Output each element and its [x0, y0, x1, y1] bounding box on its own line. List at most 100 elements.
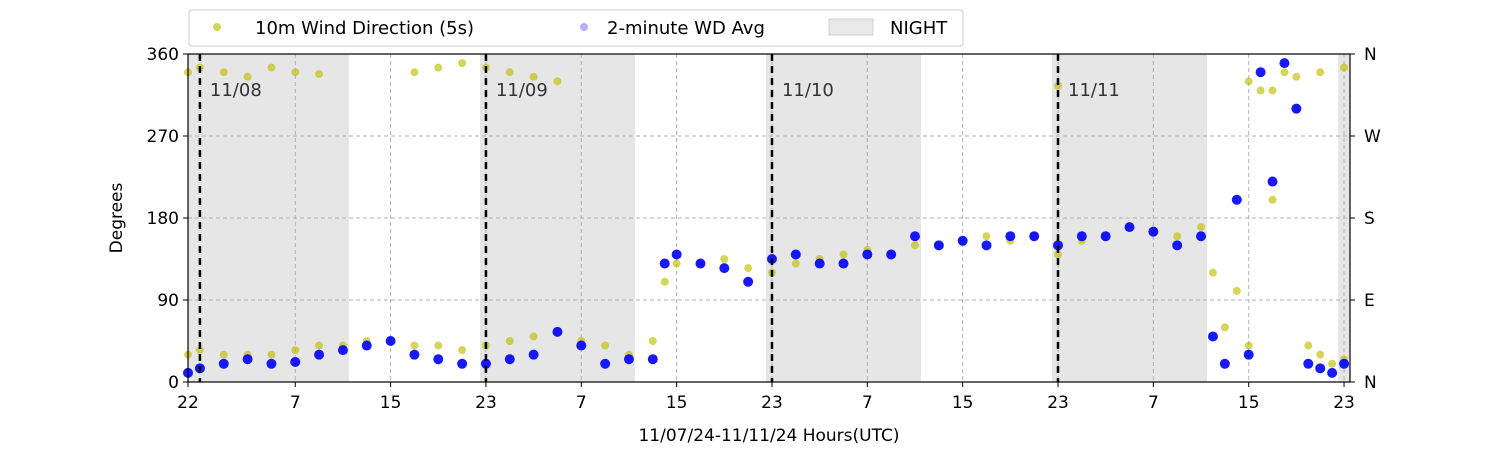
legend-label: NIGHT	[890, 18, 948, 39]
data-point	[623, 354, 634, 365]
legend-label: 2-minute WD Avg	[607, 18, 765, 39]
data-point	[337, 345, 348, 356]
data-point	[659, 258, 670, 269]
data-point	[743, 276, 754, 287]
data-point	[361, 340, 372, 351]
x-tick-label: 7	[290, 393, 301, 413]
data-point	[838, 258, 849, 269]
data-point	[1268, 195, 1277, 204]
data-point	[886, 249, 897, 260]
data-point	[1244, 341, 1253, 350]
data-point	[647, 354, 658, 365]
data-point	[434, 63, 443, 72]
data-point	[528, 349, 539, 360]
data-point	[601, 341, 610, 350]
data-point	[1279, 58, 1290, 69]
data-point	[1280, 68, 1289, 77]
data-point	[218, 358, 229, 369]
data-point	[291, 68, 300, 77]
data-point	[434, 341, 443, 350]
data-point	[1328, 359, 1337, 368]
data-point	[504, 354, 515, 365]
data-point	[1207, 331, 1218, 342]
data-point	[957, 235, 968, 246]
data-point	[1291, 103, 1302, 114]
data-point	[315, 341, 324, 350]
x-tick-label: 22	[177, 393, 199, 413]
axes-layer: 22 7 15 23 7 15 23 7 15 23 7 15 23 0 90 180 270 360 N E S W N	[147, 45, 1381, 413]
data-point	[933, 240, 944, 251]
day-marker-label: 11/10	[782, 80, 834, 101]
x-tick-label: 15	[1238, 393, 1260, 413]
data-point	[814, 258, 825, 269]
x-tick-label: 7	[1148, 393, 1159, 413]
data-point	[243, 72, 252, 81]
data-point	[267, 63, 276, 72]
data-point	[862, 249, 873, 260]
data-layer	[183, 58, 1350, 378]
day-marker-layer: 11/08 11/09 11/10 11/11	[198, 54, 1120, 382]
right-tick-label: N	[1364, 45, 1377, 65]
data-point	[1208, 268, 1217, 277]
data-point	[695, 258, 706, 269]
data-point	[1268, 86, 1277, 95]
data-point	[457, 358, 468, 369]
data-point	[458, 59, 467, 68]
data-point	[242, 354, 253, 365]
day-marker-label: 11/11	[1068, 80, 1120, 101]
data-point	[1029, 231, 1040, 242]
data-point	[981, 240, 992, 251]
data-point	[672, 259, 681, 268]
data-point	[314, 349, 325, 360]
right-tick-label: N	[1364, 373, 1377, 393]
day-marker-label: 11/08	[210, 80, 262, 101]
legend: 10m Wind Direction (5s) 2-minute WD Avg NI…	[188, 9, 964, 47]
data-point	[410, 68, 419, 77]
y-tick-label: 90	[157, 291, 179, 311]
x-tick-label: 15	[380, 393, 402, 413]
data-point	[505, 337, 514, 345]
data-point	[1220, 323, 1229, 332]
data-point	[553, 77, 562, 86]
y-tick-label: 270	[147, 127, 179, 147]
data-point	[529, 332, 538, 341]
y-tick-label: 360	[147, 45, 179, 65]
data-point	[458, 346, 467, 355]
data-point	[505, 68, 514, 77]
data-point	[719, 263, 730, 274]
data-point	[410, 341, 419, 350]
day-marker-label: 11/09	[496, 80, 548, 101]
y-tick-label: 0	[168, 373, 179, 393]
data-point	[315, 70, 324, 79]
x-tick-label: 15	[666, 393, 688, 413]
data-point	[720, 255, 729, 263]
data-point	[671, 249, 682, 260]
data-point	[1255, 67, 1266, 78]
legend-marker	[580, 23, 588, 31]
data-point	[1053, 240, 1064, 251]
data-point	[219, 68, 228, 77]
legend-label: 10m Wind Direction (5s)	[255, 18, 474, 39]
data-point	[433, 354, 444, 365]
data-point	[1316, 68, 1325, 77]
data-point	[1232, 286, 1241, 295]
data-point	[839, 250, 848, 259]
data-point	[1231, 194, 1242, 205]
legend-marker	[213, 23, 221, 31]
data-point	[1339, 358, 1350, 369]
x-tick-label: 7	[862, 393, 873, 413]
data-point	[660, 277, 669, 286]
data-point	[1244, 77, 1253, 86]
data-point	[1124, 222, 1135, 233]
x-tick-label: 23	[475, 393, 497, 413]
data-point	[195, 346, 204, 355]
data-point	[1340, 63, 1349, 72]
data-point	[529, 72, 538, 81]
data-point	[1100, 231, 1111, 242]
x-tick-label: 7	[576, 393, 587, 413]
data-point	[790, 249, 801, 260]
data-point	[1172, 240, 1183, 251]
data-point	[744, 264, 753, 273]
